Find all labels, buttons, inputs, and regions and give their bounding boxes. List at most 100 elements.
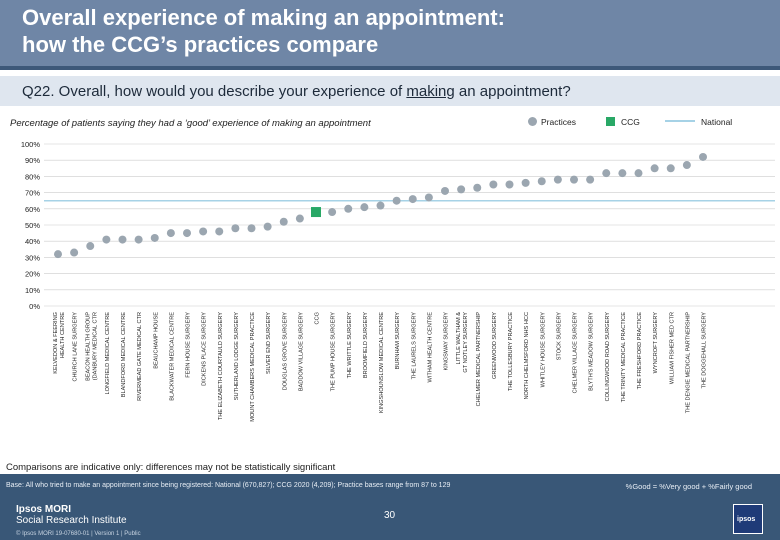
page-title-line2: how the CCG’s practices compare bbox=[22, 32, 379, 57]
footnote: Comparisons are indicative only: differe… bbox=[6, 462, 336, 473]
practice-point bbox=[247, 224, 256, 233]
org-line2: Social Research Institute bbox=[16, 515, 127, 526]
x-category-label: KINGSHOUNSLOW MEDICAL CENTRE bbox=[379, 312, 385, 413]
y-tick-label: 30% bbox=[25, 253, 40, 262]
practice-point bbox=[489, 180, 498, 189]
chart-area: 100% 90% 80% 70% 60% 50% 40% 30% 20% 10% 0% KELVED… bbox=[21, 140, 775, 422]
legend-practices-marker-icon bbox=[528, 117, 537, 126]
y-tick-label: 80% bbox=[25, 172, 40, 181]
legend-ccg: CCG bbox=[606, 117, 640, 127]
y-tick-label: 0% bbox=[29, 302, 40, 311]
x-category-label: WITHAM HEALTH CENTRE bbox=[427, 312, 433, 383]
x-category-label: GT NOTLEY SURGERY bbox=[463, 312, 469, 373]
chart-subtitle: Percentage of patients saying they had a… bbox=[10, 118, 371, 129]
practice-point bbox=[215, 227, 224, 236]
practice-point bbox=[392, 196, 401, 205]
x-category-label: STOCK SURGERY bbox=[556, 312, 562, 361]
practice-point bbox=[699, 152, 707, 161]
x-category-label: DICKENS PLACE SURGERY bbox=[202, 312, 208, 386]
header-divider bbox=[0, 66, 780, 70]
base-note: Base: All who tried to make an appointme… bbox=[6, 482, 451, 489]
y-tick-label: 50% bbox=[25, 221, 40, 230]
practice-point bbox=[118, 235, 127, 244]
x-category-label: BLYTH'S MEADOW SURGERY bbox=[589, 312, 595, 391]
question-bar: Q22. Overall, how would you describe you… bbox=[0, 76, 780, 106]
practice-point bbox=[570, 175, 578, 184]
legend-ccg-label: CCG bbox=[621, 117, 640, 127]
x-category-label: WHITLEY HOUSE SURGERY bbox=[540, 312, 546, 388]
x-category-label: THE FRESHFORD PRACTICE bbox=[637, 312, 643, 390]
x-category-label: COLLINGWOOD ROAD SURGERY bbox=[605, 312, 611, 402]
question-text: Q22. Overall, how would you describe you… bbox=[22, 83, 571, 100]
practice-point bbox=[183, 229, 191, 238]
practice-point bbox=[376, 201, 385, 210]
practice-point bbox=[424, 193, 433, 202]
x-category-label: THE TRINITY MEDICAL PRACTICE bbox=[621, 312, 627, 403]
practice-point bbox=[328, 208, 337, 217]
practice-point bbox=[344, 204, 353, 213]
x-category-label: THE PUMP HOUSE SURGERY bbox=[331, 312, 337, 392]
x-category-label: MOUNT CHAMBERS MEDICAL PRACTICE bbox=[250, 312, 256, 422]
x-category-label: SUTHERLAND LODGE SURGERY bbox=[234, 312, 240, 400]
footer-bar: Base: All who tried to make an appointme… bbox=[0, 474, 780, 540]
page-title: Overall experience of making an appointm… bbox=[22, 4, 505, 58]
practice-point bbox=[263, 222, 272, 231]
x-category-label: THE WRITTLE SURGERY bbox=[347, 312, 353, 379]
practice-point bbox=[360, 203, 369, 212]
question-prefix: Q22. Overall, how would you describe you… bbox=[22, 83, 407, 100]
y-tick-label: 100% bbox=[21, 140, 41, 149]
logo-text: ipsos bbox=[737, 516, 756, 523]
practice-point bbox=[586, 175, 595, 184]
y-tick-label: 90% bbox=[25, 156, 40, 165]
x-category-label: CHURCH LANE SURGERY bbox=[73, 312, 79, 382]
x-category-label: WYNCROFT SURGERY bbox=[653, 312, 659, 374]
practice-point bbox=[295, 214, 304, 223]
practice-point bbox=[602, 169, 611, 178]
x-category-label: BEACON HEALTH GROUP bbox=[85, 312, 91, 381]
x-category-label: BADDOW VILLAGE SURGERY bbox=[298, 312, 304, 391]
org-line1: Ipsos MORI bbox=[16, 504, 72, 515]
x-category-label: FERN HOUSE SURGERY bbox=[186, 312, 192, 378]
legend-national: National bbox=[665, 117, 732, 127]
x-category-label: THE TOLLESBURY PRACTICE bbox=[508, 312, 514, 391]
x-category-label: BLANDFORD MEDICAL CENTRE bbox=[121, 312, 127, 398]
practice-point bbox=[199, 227, 208, 236]
x-category-label: BURNHAM SURGERY bbox=[395, 312, 401, 370]
x-axis-labels: KELVEDON & FEERING HEALTH CENTRE CHURCH LA… bbox=[53, 312, 708, 422]
legend-national-label: National bbox=[701, 117, 733, 127]
practice-point bbox=[521, 178, 530, 187]
data-points bbox=[54, 152, 707, 259]
gridlines bbox=[44, 143, 775, 307]
practice-point bbox=[134, 235, 143, 244]
x-category-label: THE LAURELS SURGERY bbox=[411, 312, 417, 380]
org-name: Ipsos MORI Social Research Institute bbox=[16, 504, 127, 526]
x-category-label: CCG bbox=[315, 312, 321, 324]
practice-point bbox=[666, 164, 675, 173]
practice-point bbox=[279, 217, 288, 226]
x-category-label: DOUGLAS GROVE SURGERY bbox=[282, 312, 288, 390]
x-category-label: LONGFIELD MEDICAL CENTRE bbox=[105, 312, 111, 395]
x-category-label: THE DENGIE MEDICAL PARTNERSHIP bbox=[685, 312, 691, 413]
job-reference: © Ipsos MORI 19-07680-01 | Version 1 | P… bbox=[16, 531, 141, 537]
question-suffix: an appointment? bbox=[454, 83, 571, 100]
y-tick-label: 70% bbox=[25, 189, 40, 198]
practice-point bbox=[231, 224, 240, 233]
ccg-point bbox=[311, 207, 321, 218]
practice-point bbox=[102, 235, 111, 244]
legend-practices: Practices bbox=[528, 117, 576, 127]
x-category-label: (DANBURY MEDICAL CTR bbox=[92, 312, 98, 380]
practice-point bbox=[505, 180, 514, 189]
y-tick-label: 60% bbox=[25, 205, 40, 214]
ipsos-logo-icon: ipsos bbox=[733, 504, 763, 534]
page-title-line1: Overall experience of making an appointm… bbox=[22, 5, 505, 30]
x-category-label: RIVERMEAD GATE MEDICAL CTR bbox=[137, 312, 143, 401]
practice-point bbox=[634, 169, 643, 178]
practice-point bbox=[537, 177, 546, 186]
x-category-label: NORTH CHELMSFORD NHS HCC bbox=[524, 312, 530, 400]
x-category-label: SILVER END SURGERY bbox=[266, 312, 272, 374]
x-category-label: BLACKWATER MEDICAL CENTRE bbox=[169, 312, 175, 401]
legend-practices-label: Practices bbox=[541, 117, 576, 127]
legend-national-line-icon bbox=[665, 120, 695, 122]
practice-point bbox=[441, 186, 449, 195]
x-category-label: KINGSWAY SURGERY bbox=[444, 312, 450, 371]
